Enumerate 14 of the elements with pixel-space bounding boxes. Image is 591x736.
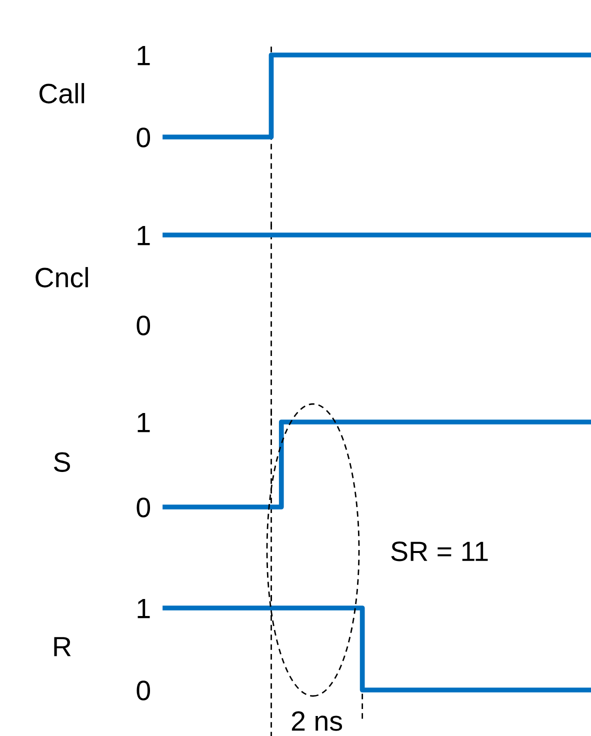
y-tick-label: 1	[138, 226, 150, 246]
y-tick-label: 1	[138, 412, 150, 432]
y-axis-title: R	[54, 637, 71, 656]
y-tick-label: 0	[136, 498, 150, 518]
y-axis-title: S	[54, 452, 70, 472]
y-axis-title: Call	[39, 83, 84, 104]
y-tick-label: 0	[136, 316, 150, 336]
y-tick-label: 0	[136, 680, 150, 700]
y-axis-title: Cncl	[36, 267, 88, 288]
text: 2 ns	[292, 711, 342, 731]
y-tick-label: 1	[138, 46, 150, 66]
y-tick-label: 1	[138, 598, 150, 618]
y-tick-label: 0	[136, 128, 150, 148]
text: SR = 11	[391, 542, 488, 562]
